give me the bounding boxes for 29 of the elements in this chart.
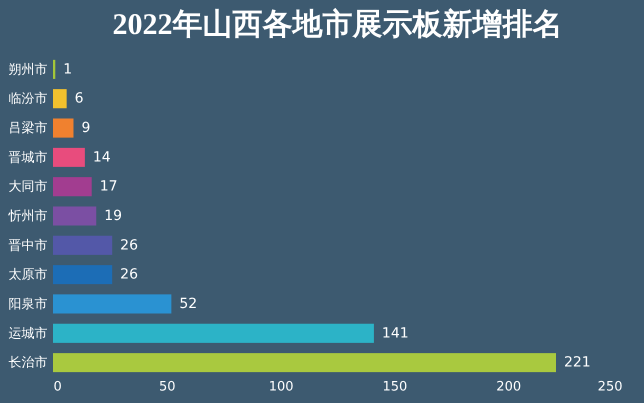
data-label: 14 bbox=[92, 149, 111, 166]
y-tick-label: 阳泉市 bbox=[8, 296, 48, 312]
data-label: 9 bbox=[81, 120, 90, 136]
y-tick-label: 太原市 bbox=[8, 268, 48, 283]
y-tick-label: 晋中市 bbox=[8, 238, 48, 254]
data-label: 17 bbox=[100, 178, 118, 195]
data-label: 6 bbox=[74, 90, 84, 107]
y-tick-label: 吕梁市 bbox=[8, 120, 48, 136]
y-tick-label: 临汾市 bbox=[8, 92, 48, 107]
data-label: 221 bbox=[564, 354, 591, 371]
y-tick-label: 忻州市 bbox=[8, 209, 48, 224]
data-label: 26 bbox=[120, 237, 138, 254]
y-tick-label: 长治市 bbox=[8, 356, 48, 371]
y-tick-label: 朔州市 bbox=[8, 62, 48, 78]
data-label: 19 bbox=[104, 208, 122, 224]
y-tick-label: 晋城市 bbox=[8, 150, 48, 166]
data-label: 141 bbox=[382, 325, 409, 342]
data-label: 26 bbox=[120, 266, 138, 283]
y-tick-label: 运城市 bbox=[8, 326, 48, 342]
x-tick-label: 250 bbox=[598, 380, 622, 394]
data-label: 1 bbox=[63, 61, 72, 78]
x-tick-label: 200 bbox=[496, 380, 522, 394]
data-label: 52 bbox=[179, 296, 198, 312]
y-tick-label: 大同市 bbox=[8, 180, 48, 195]
x-tick-label: 0 bbox=[54, 380, 62, 394]
x-tick-label: 150 bbox=[382, 380, 408, 394]
x-tick-label: 50 bbox=[159, 380, 176, 394]
x-tick-label: 100 bbox=[268, 380, 294, 394]
chart-title: 2022年山西各地市展示板新增排名 bbox=[112, 7, 562, 41]
